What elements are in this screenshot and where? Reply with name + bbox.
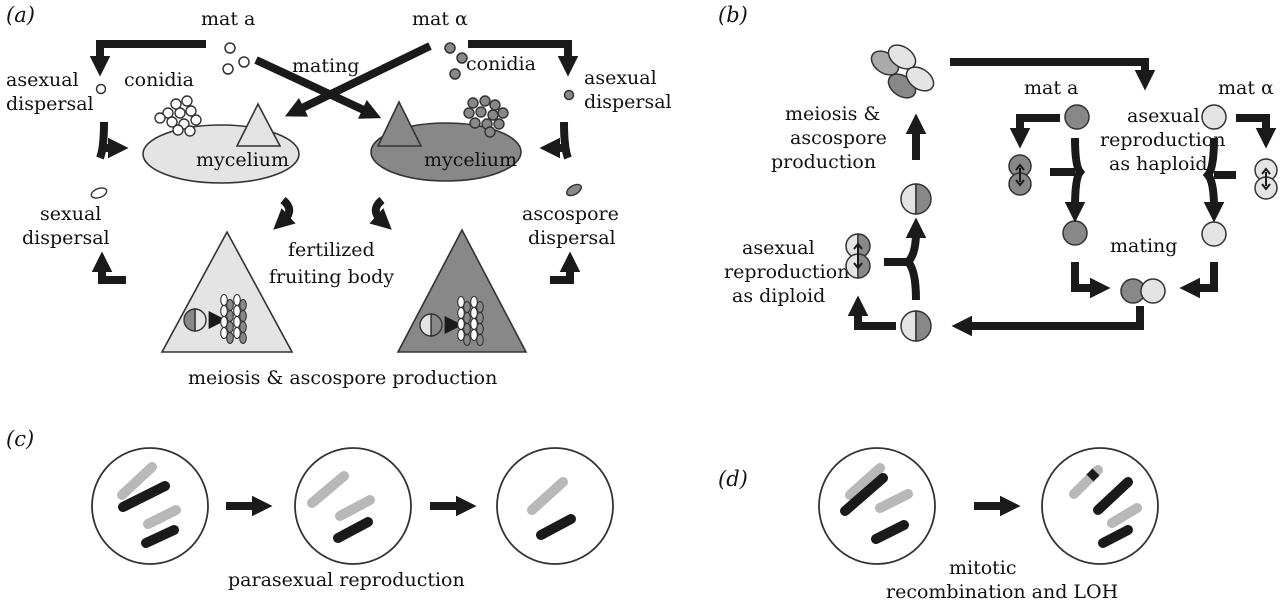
ascospore-dark — [566, 183, 582, 197]
panel-a: (a) mat a mat α mating conidia conidia a… — [6, 3, 672, 389]
ascus-right — [457, 295, 484, 347]
diploid-cell-bottom — [900, 310, 932, 342]
mycelium-left-triangle — [235, 102, 282, 147]
conidia-right — [444, 42, 575, 101]
nucleus-c1 — [91, 447, 209, 565]
panel-d: (d) mitotic recombination and LOH — [718, 447, 1159, 603]
mating-label: mating — [292, 55, 359, 77]
mycelium-left-label: mycelium — [196, 149, 289, 171]
mycelium-right-label: mycelium — [424, 149, 517, 171]
haploid-cell-a — [1064, 104, 1090, 130]
mat-alpha-label-b: mat α — [1218, 77, 1274, 99]
meiosis-label-b: meiosis & ascospore production — [771, 103, 887, 173]
diploid-cell-top — [900, 183, 932, 215]
asexual-dispersal-right-label: asexual dispersal — [584, 67, 672, 113]
ascospore-cluster — [870, 44, 935, 99]
panel-a-label: (a) — [6, 3, 35, 27]
diploid-nucleus-left — [183, 308, 227, 332]
asexual-dispersal-left-label: asexual dispersal — [6, 69, 94, 115]
nucleus-c3 — [496, 447, 614, 565]
diploid-nucleus-right — [419, 313, 463, 337]
spore-cluster-right — [463, 95, 509, 138]
fertilized-fruiting-body-label: fertilized fruiting body — [269, 239, 394, 288]
haploid-cell-alpha — [1201, 104, 1227, 130]
panel-d-label: (d) — [718, 467, 748, 491]
chromosomes-c2 — [307, 471, 375, 543]
mitotic-caption: mitotic recombination and LOH — [886, 557, 1118, 603]
conidia-left-label: conidia — [124, 69, 194, 91]
ascospore-dispersal-label: ascospore dispersal — [522, 203, 619, 249]
panel-a-arrows — [89, 40, 581, 284]
chromosomes-d2 — [1069, 465, 1142, 548]
sexual-dispersal-label: sexual dispersal — [22, 203, 110, 249]
mat-a-label-b: mat a — [1024, 77, 1078, 99]
conidia-right-label: conidia — [466, 53, 536, 75]
ascus-left — [220, 293, 247, 345]
parasexual-caption: parasexual reproduction — [228, 569, 465, 591]
chromosomes-c3 — [527, 477, 576, 540]
asexual-diploid-label: asexual reproduction as diploid — [724, 237, 849, 307]
mat-a-label: mat a — [201, 8, 255, 30]
haploid-cell-a-2 — [1062, 220, 1088, 246]
asexual-haploid-label: asexual reproduction as haploid — [1100, 105, 1225, 175]
dividing-cell-a — [1008, 154, 1032, 196]
chromosomes-c1 — [117, 462, 181, 548]
conidia-left — [95, 42, 250, 95]
panel-b-label: (b) — [718, 3, 748, 27]
panel-b-arrows — [847, 58, 1277, 337]
mating-pair — [1120, 278, 1166, 304]
ascospore-light — [90, 187, 108, 199]
dividing-diploid — [845, 233, 871, 279]
dividing-cell-alpha — [1254, 158, 1278, 200]
panel-b: (b) meiosis & ascospore production mat a m… — [718, 3, 1278, 342]
haploid-cell-alpha-2 — [1201, 221, 1227, 247]
panel-c: (c) parasexual reproduction — [6, 427, 614, 591]
spore-cluster-left — [154, 95, 202, 137]
meiosis-ascospore-label: meiosis & ascospore production — [188, 367, 497, 389]
mycelium-right-triangle — [376, 100, 423, 147]
mating-label-b: mating — [1110, 235, 1177, 257]
panel-c-label: (c) — [6, 427, 34, 451]
mat-alpha-label: mat α — [412, 8, 468, 30]
chromosomes-d1 — [840, 463, 913, 544]
